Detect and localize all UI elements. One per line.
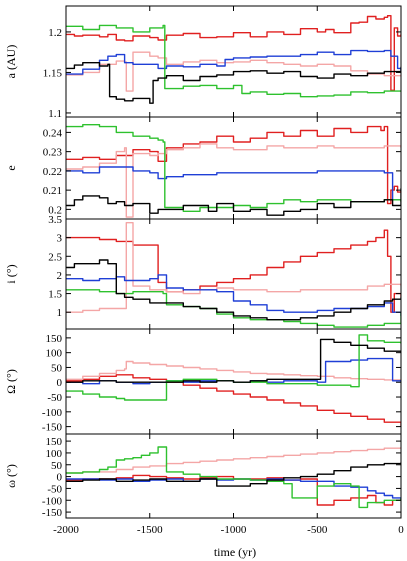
time-axis: time (yr) -2000 -1500 -1000 -500 0 bbox=[53, 524, 404, 559]
series-line bbox=[66, 166, 401, 201]
series-line bbox=[66, 49, 401, 75]
y-tick-label: 150 bbox=[46, 436, 63, 448]
semi-major-axis-panel: 1.1 1.15 1.2 a (AU) bbox=[4, 5, 402, 120]
series-group bbox=[66, 15, 401, 104]
x-tick-label: -1000 bbox=[221, 524, 247, 536]
y-axis-label: ω (°) bbox=[4, 464, 18, 488]
y-tick-label: 0.24 bbox=[43, 127, 63, 139]
y-tick-label: 1.1 bbox=[48, 108, 62, 120]
y-tick-label: 0 bbox=[57, 377, 63, 389]
y-tick-label: -50 bbox=[47, 483, 62, 495]
y-tick-label: 2 bbox=[57, 270, 63, 282]
y-tick-label: 100 bbox=[46, 448, 63, 460]
x-tick-label: 0 bbox=[398, 524, 404, 536]
y-tick-label: 1.2 bbox=[48, 27, 62, 39]
y-tick-label: 1 bbox=[57, 307, 63, 319]
inclination-panel: 1 1.5 2 2.5 3 3.5 i (°) bbox=[4, 214, 402, 330]
y-tick-label: 150 bbox=[46, 333, 63, 345]
series-line bbox=[66, 62, 401, 104]
y-axis-label: e bbox=[4, 165, 18, 170]
y-tick-label: -100 bbox=[42, 407, 63, 419]
series-line bbox=[66, 229, 401, 313]
eccentricity-panel: 0.2 0.21 0.22 0.23 0.24 e bbox=[4, 116, 402, 220]
y-tick-label: -50 bbox=[47, 392, 62, 404]
series-line bbox=[66, 15, 401, 91]
series-line bbox=[66, 446, 401, 509]
y-tick-label: 3 bbox=[57, 233, 63, 245]
y-tick-label: 0.22 bbox=[43, 166, 62, 178]
series-line bbox=[66, 360, 401, 381]
y-axis-label: a (AU) bbox=[4, 45, 18, 79]
series-group bbox=[66, 222, 401, 328]
y-tick-label: 0.21 bbox=[43, 185, 62, 197]
y-tick-label: 50 bbox=[51, 362, 63, 374]
series-line bbox=[66, 462, 401, 487]
series-line bbox=[66, 338, 401, 383]
y-axis-label: Ω (°) bbox=[4, 369, 18, 394]
panels-group: 1.1 1.15 1.2 a (AU) 0.2 0.21 0.22 0.23 0.24 e 1 1.5… bbox=[4, 5, 402, 519]
series-group bbox=[66, 446, 401, 509]
y-tick-label: 0.23 bbox=[43, 147, 63, 159]
y-tick-label: 50 bbox=[51, 460, 63, 472]
series-line bbox=[66, 447, 401, 474]
series-line bbox=[66, 125, 401, 205]
y-tick-label: -150 bbox=[42, 422, 63, 434]
y-tick-label: -150 bbox=[42, 507, 63, 519]
series-line bbox=[66, 24, 401, 98]
series-line bbox=[66, 188, 401, 216]
y-axis-label: i (°) bbox=[4, 264, 18, 283]
series-group bbox=[66, 334, 401, 427]
y-tick-label: -100 bbox=[42, 495, 63, 507]
series-line bbox=[66, 259, 401, 321]
series-group bbox=[66, 124, 401, 218]
x-tick-label: -500 bbox=[307, 524, 328, 536]
y-tick-label: 1.5 bbox=[48, 289, 62, 301]
series-line bbox=[66, 374, 401, 427]
y-tick-label: 0.2 bbox=[48, 204, 62, 216]
series-line bbox=[66, 478, 401, 501]
x-axis-label: time (yr) bbox=[214, 545, 256, 559]
series-line bbox=[66, 143, 401, 218]
y-tick-label: 3.5 bbox=[48, 214, 62, 226]
y-tick-label: 0 bbox=[57, 472, 63, 484]
y-tick-label: 1.15 bbox=[43, 67, 63, 79]
x-tick-label: -1500 bbox=[137, 524, 163, 536]
y-tick-label: 100 bbox=[46, 348, 63, 360]
y-tick-label: 2.5 bbox=[48, 251, 62, 263]
node-longitude-panel: -150 -100 -50 0 50 100 150 Ω (°) bbox=[4, 328, 402, 435]
x-tick-label: -2000 bbox=[53, 524, 79, 536]
